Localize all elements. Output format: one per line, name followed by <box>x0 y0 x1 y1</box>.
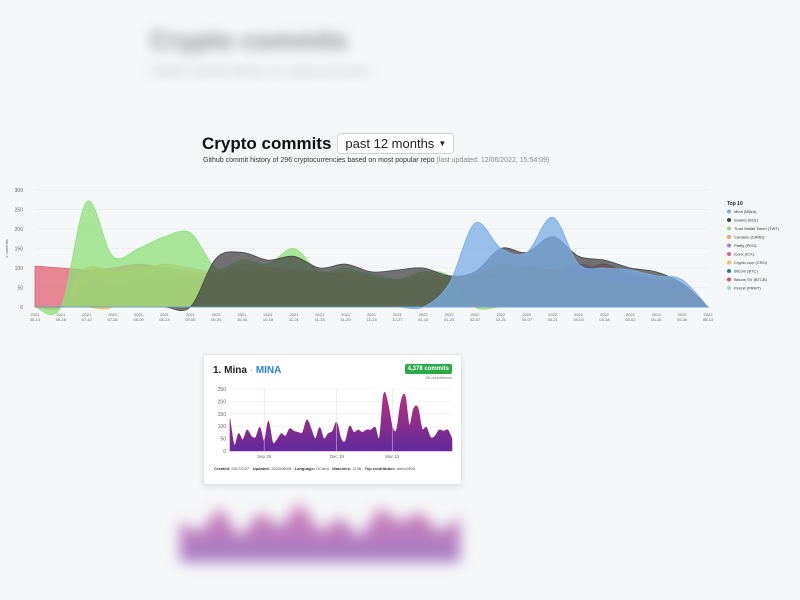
legend: Top 10 Mina (MINA) Solana (SOL) Trust Walle… <box>727 201 780 291</box>
coin-card[interactable]: 1. Mina · MINA 4,378 commits 88 contribu… <box>203 354 462 485</box>
main-commits-chart: 050100150200250300# commits202106-142021… <box>0 180 800 330</box>
blurred-title: Crypto commits <box>150 25 530 56</box>
x-tick-date: 11-29 <box>341 317 352 322</box>
legend-label[interactable]: Iconx (ICX) <box>734 252 755 257</box>
card-ticker-link[interactable]: MINA <box>256 365 282 376</box>
updated-value: 2022/06/06 <box>271 466 291 471</box>
x-tick-date: 11-15 <box>315 317 326 322</box>
legend-swatch[interactable] <box>727 227 731 231</box>
legend-swatch[interactable] <box>727 244 731 248</box>
blurred-subtitle: Github commit history of cryptocurrencie… <box>150 64 530 78</box>
legend-label[interactable]: Solana (SOL) <box>734 218 759 223</box>
card-commits-chart: 0 50 100 150 200 250 Sep 26 Dec 19 Mar 13 <box>204 381 461 465</box>
x-tick-date: 02-21 <box>496 317 507 322</box>
period-dropdown-label: past 12 months <box>345 136 434 151</box>
x-tick-date: 08-23 <box>159 317 170 322</box>
y-tick-label: 50 <box>17 286 23 292</box>
card-y-tick-label: 250 <box>218 387 227 393</box>
legend-swatch[interactable] <box>727 261 731 265</box>
legend-label[interactable]: Bitcoin (BTC) <box>734 269 758 274</box>
contributor-value[interactable]: mrmr1993 <box>397 466 415 471</box>
card-y-tick-label: 150 <box>218 412 227 418</box>
updated-label: Updated: <box>253 466 270 471</box>
legend-label[interactable]: Crypto.com (CRO) <box>734 260 768 265</box>
commits-badge: 4,378 commits <box>405 364 452 374</box>
x-tick-date: 07-26 <box>108 317 119 322</box>
x-tick-date: 06-14 <box>30 317 41 322</box>
page-title: Crypto commits <box>202 134 331 154</box>
legend-label[interactable]: Trust Wallet Token (TWT) <box>734 226 780 231</box>
card-title: 1. Mina · MINA <box>213 365 281 376</box>
blurred-next-card <box>150 492 510 582</box>
created-value: 2017/2/27 <box>231 466 249 471</box>
x-tick-date: 04-18 <box>599 317 610 322</box>
legend-swatch[interactable] <box>727 210 731 214</box>
x-tick-date: 06-28 <box>56 317 67 322</box>
x-tick-date: 08-09 <box>133 317 144 322</box>
y-tick-label: 300 <box>15 188 24 194</box>
x-tick-date: 07-12 <box>82 317 93 322</box>
subtitle-text: Github commit history of 296 cryptocurre… <box>203 157 435 164</box>
contributor-label: Top contributor: <box>365 466 396 471</box>
legend-swatch[interactable] <box>727 278 731 282</box>
chevron-down-icon: ▼ <box>438 139 446 148</box>
card-title-separator: · <box>250 365 253 376</box>
card-y-tick-label: 50 <box>220 437 226 443</box>
card-y-tick-label: 100 <box>218 424 227 430</box>
legend-label[interactable]: Parity (PEG) <box>734 243 757 248</box>
x-tick-date: 05-16 <box>651 317 662 322</box>
y-tick-label: 150 <box>15 247 24 253</box>
x-tick-date: 05-02 <box>625 317 636 322</box>
legend-swatch[interactable] <box>727 218 731 222</box>
x-tick-date: 09-20 <box>211 317 222 322</box>
legend-label[interactable]: Mina (MINA) <box>734 209 757 214</box>
x-tick-date: 02-07 <box>470 317 481 322</box>
legend-swatch[interactable] <box>727 235 731 239</box>
x-tick-date: 10-04 <box>237 317 248 322</box>
x-tick-date: 03-21 <box>548 317 559 322</box>
legend-label[interactable]: Permit (PRMT) <box>734 286 761 291</box>
x-tick-date: 11-01 <box>289 317 300 322</box>
legend-swatch[interactable] <box>727 269 731 273</box>
card-y-tick-label: 200 <box>218 399 227 405</box>
x-tick-date: 05-30 <box>677 317 688 322</box>
blurred-area-shape <box>180 502 460 562</box>
legend-swatch[interactable] <box>727 286 731 290</box>
y-axis-label: # commits <box>4 239 9 257</box>
y-tick-label: 0 <box>20 305 23 311</box>
card-x-tick-label: Dec 19 <box>330 454 345 459</box>
watchers-label: Watchers: <box>332 466 351 471</box>
card-footer: Created: 2017/2/27 · Updated: 2022/06/06… <box>214 466 415 471</box>
legend-swatch[interactable] <box>727 252 731 256</box>
contributors-count: 88 contributors <box>426 375 452 380</box>
x-tick-date: 04-04 <box>573 317 584 322</box>
x-tick-date: 12-27 <box>392 317 403 322</box>
legend-label[interactable]: Bitcoin SV (BTCB) <box>734 277 768 282</box>
y-tick-label: 100 <box>15 266 24 272</box>
watchers-value: 1136 <box>352 466 361 471</box>
page-subtitle: Github commit history of 296 cryptocurre… <box>203 157 549 164</box>
x-tick-date: 03-07 <box>522 317 533 322</box>
x-tick-date: 06-13 <box>703 317 714 322</box>
card-coin-name: 1. Mina <box>213 365 247 376</box>
language-value: OCaml <box>316 466 328 471</box>
blurred-site-header: Crypto commits Github commit history of … <box>150 25 530 85</box>
x-tick-date: 01-24 <box>444 317 455 322</box>
y-tick-label: 250 <box>15 208 24 214</box>
x-tick-date: 09-06 <box>185 317 196 322</box>
card-y-tick-label: 0 <box>223 449 226 455</box>
card-x-tick-label: Mar 13 <box>385 454 400 459</box>
y-tick-label: 200 <box>15 227 24 233</box>
last-updated: (last updated: 12/06/2022, 15:54:09) <box>436 157 549 164</box>
legend-label[interactable]: Cardano (CARD) <box>734 235 765 240</box>
card-x-tick-label: Sep 26 <box>257 454 272 459</box>
legend-title: Top 10 <box>727 201 743 207</box>
title-row: Crypto commits past 12 months ▼ <box>202 133 454 154</box>
x-tick-date: 12-13 <box>366 317 377 322</box>
language-label: Language: <box>295 466 315 471</box>
x-tick-date: 01-10 <box>418 317 429 322</box>
x-tick-date: 10-18 <box>263 317 274 322</box>
created-label: Created: <box>214 466 230 471</box>
period-dropdown[interactable]: past 12 months ▼ <box>337 133 454 154</box>
